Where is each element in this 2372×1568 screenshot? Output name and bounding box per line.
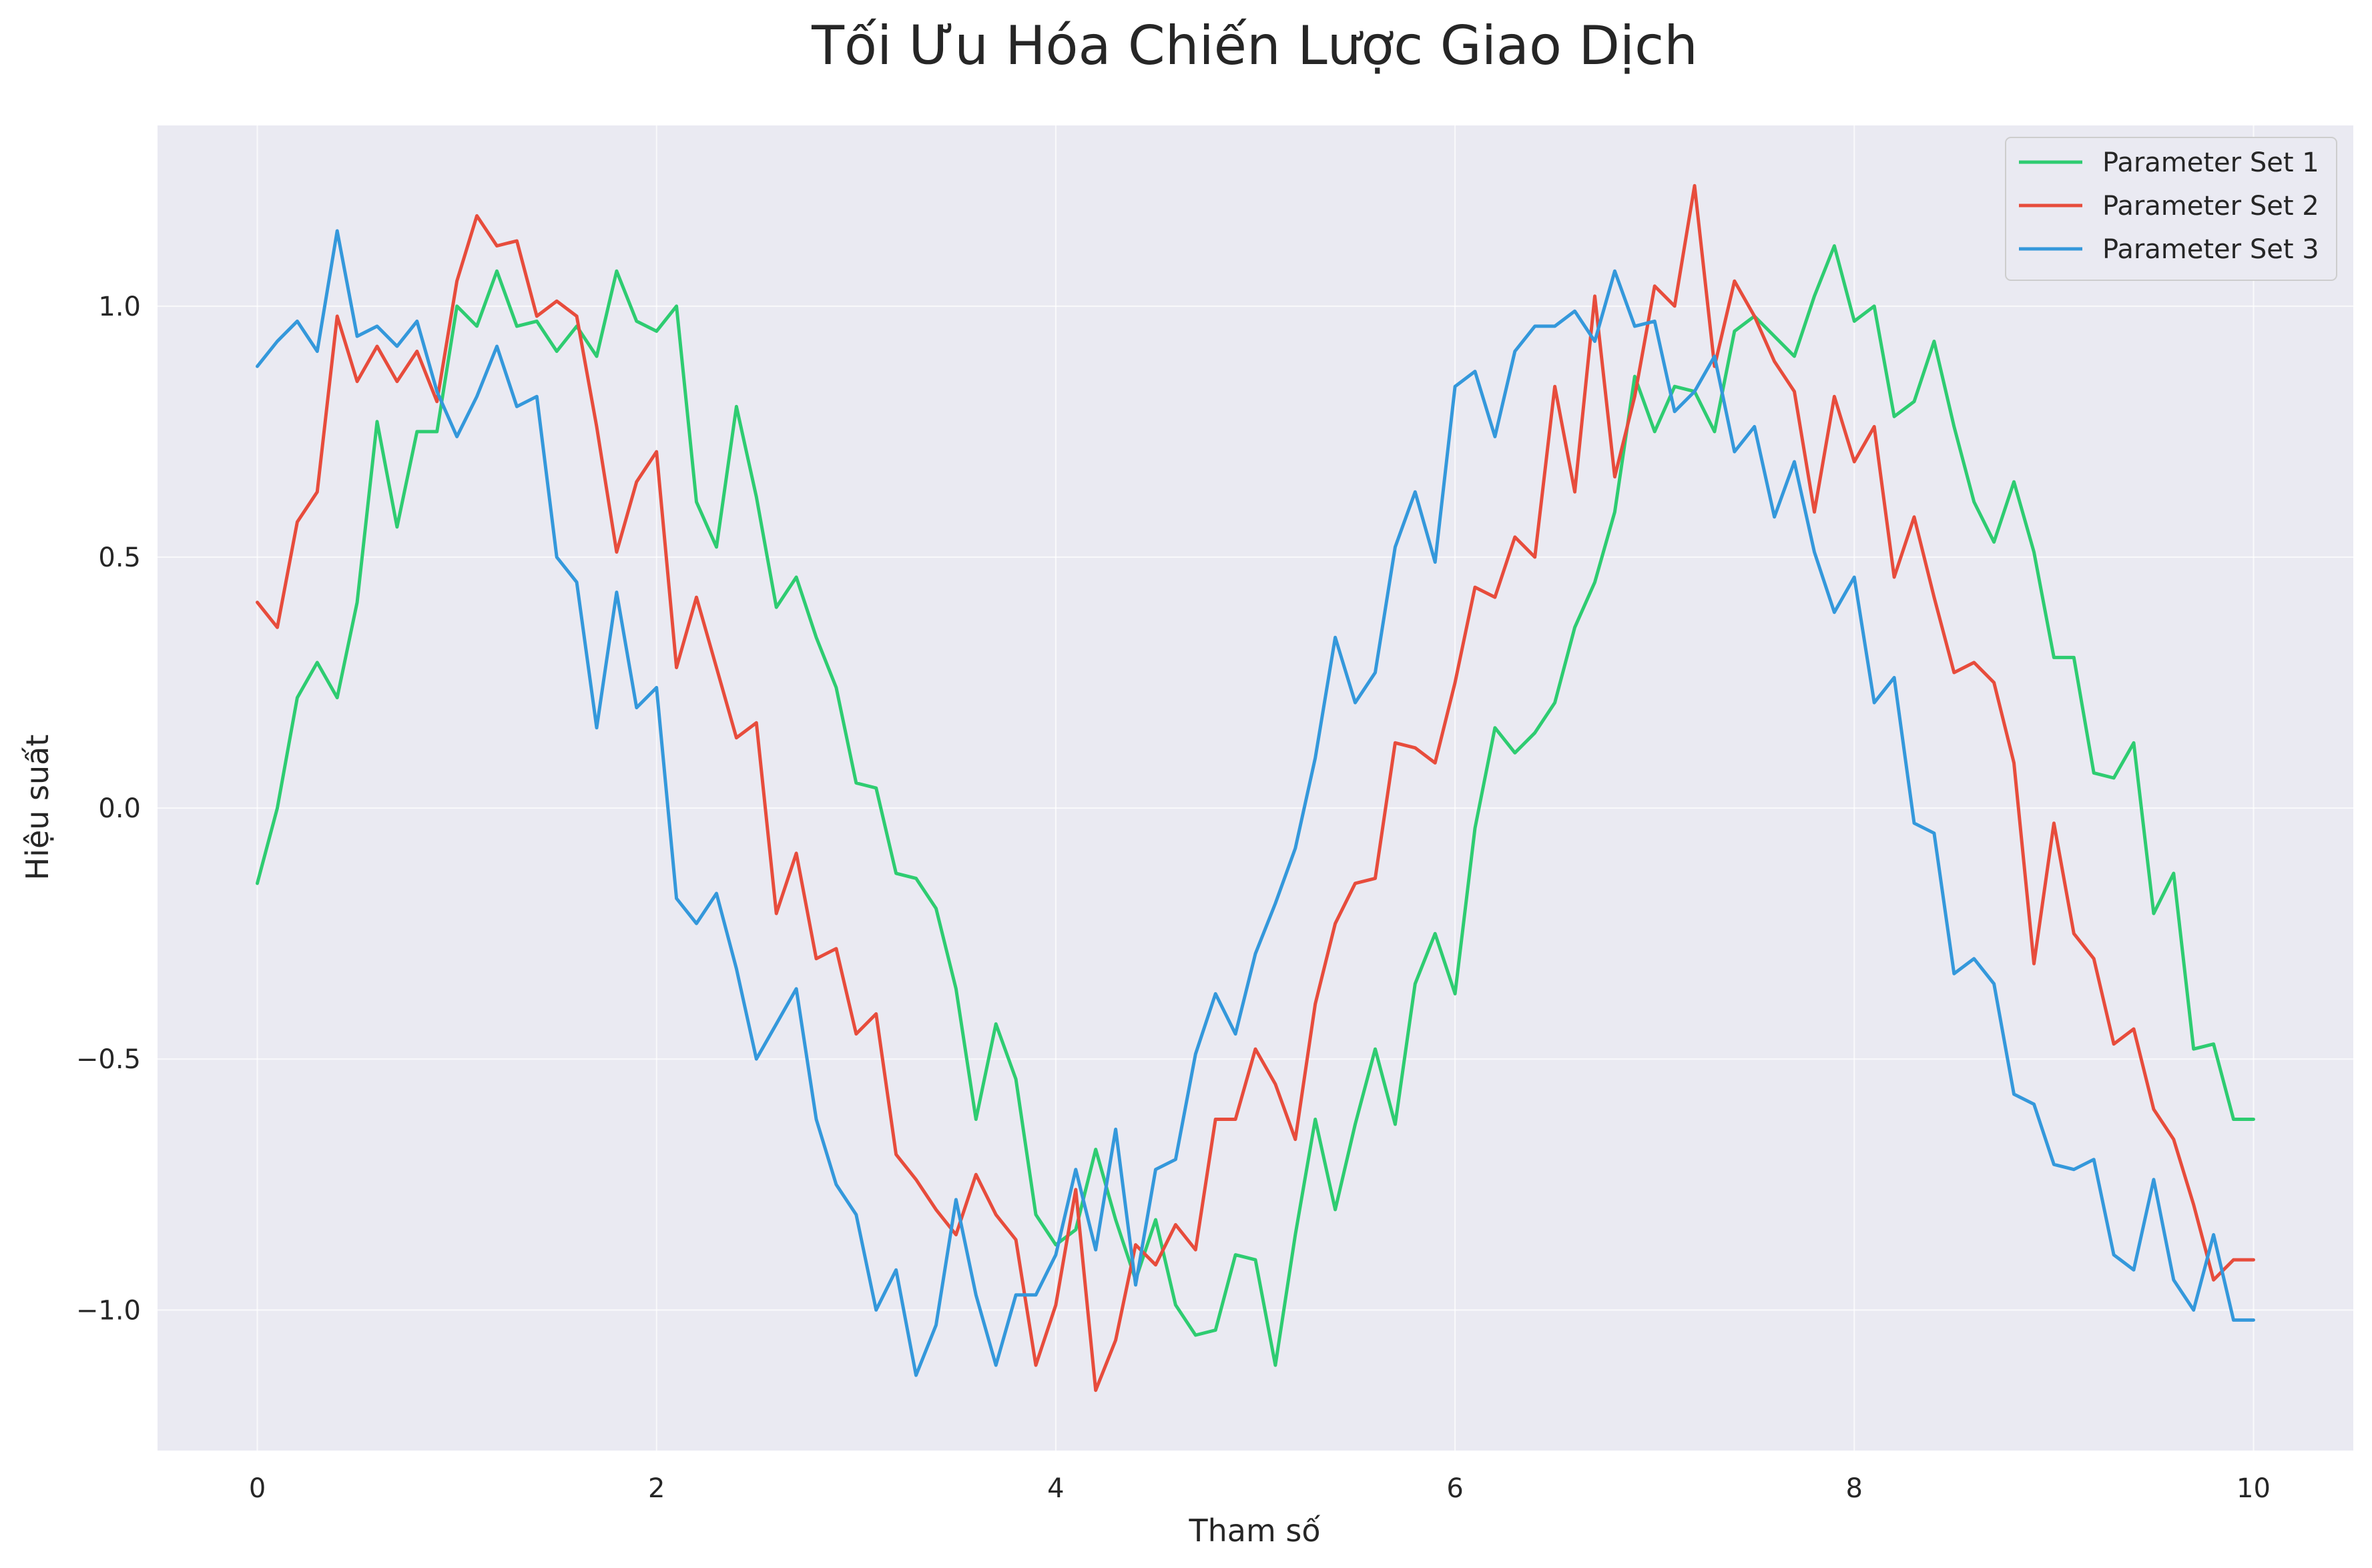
legend-label-3: Parameter Set 3 [2102, 234, 2319, 265]
x-axis-label: Tham số [1189, 1513, 1321, 1549]
x-tick-label: 0 [249, 1473, 266, 1504]
x-axis-ticks: 0 2 4 6 8 10 [249, 1473, 2271, 1504]
y-tick-label: 0.5 [98, 542, 141, 573]
x-tick-label: 8 [1846, 1473, 1863, 1504]
x-tick-label: 4 [1047, 1473, 1064, 1504]
series-line-1 [256, 244, 2255, 1367]
y-axis-label: Hiệu suất [19, 735, 55, 881]
plot-area [158, 125, 2353, 1451]
legend-label-1: Parameter Set 1 [2102, 147, 2319, 178]
grid [158, 125, 2353, 1451]
x-tick-label: 6 [1446, 1473, 1463, 1504]
y-tick-label: −1.0 [76, 1295, 141, 1326]
series-line-2 [256, 183, 2255, 1393]
series-group [256, 183, 2255, 1393]
x-tick-label: 10 [2237, 1473, 2271, 1504]
series-line-3 [256, 229, 2255, 1377]
legend: Parameter Set 1 Parameter Set 2 Paramete… [2005, 137, 2337, 281]
y-tick-label: 1.0 [98, 292, 141, 322]
legend-label-2: Parameter Set 2 [2102, 191, 2319, 222]
y-tick-label: 0.0 [98, 793, 141, 824]
y-tick-label: −0.5 [76, 1044, 141, 1075]
y-axis-ticks: −1.0 −0.5 0.0 0.5 1.0 [76, 292, 141, 1326]
x-tick-label: 2 [648, 1473, 665, 1504]
chart-title: Tối Ưu Hóa Chiến Lược Giao Dịch [811, 15, 1698, 77]
legend-box [2005, 137, 2337, 281]
